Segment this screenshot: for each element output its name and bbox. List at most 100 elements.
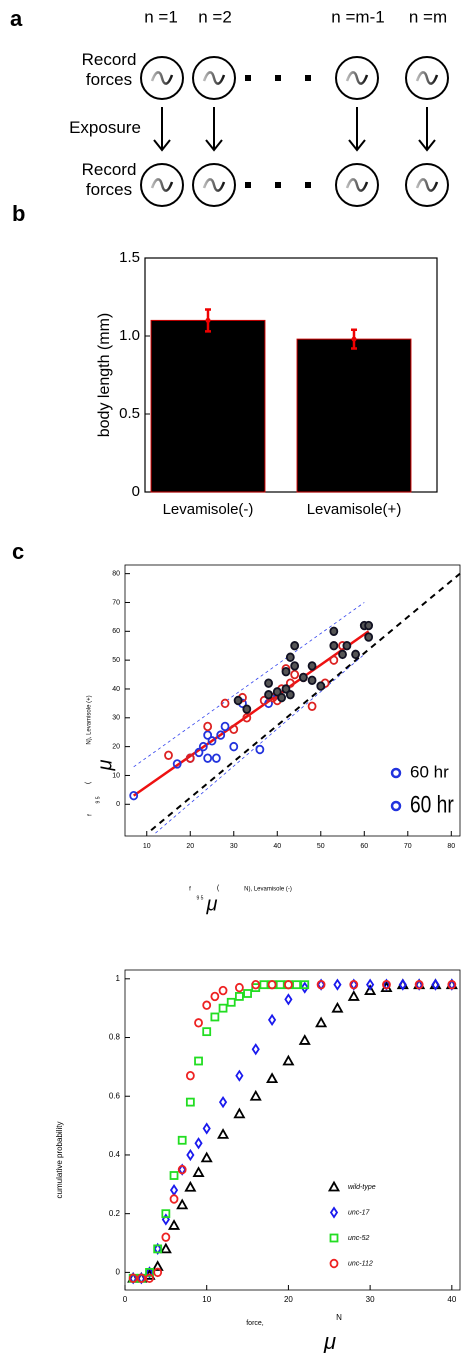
data-point (169, 1194, 179, 1204)
y-tick-label: 0.6 (109, 1091, 121, 1100)
panel-label: b (12, 201, 25, 226)
legend-marker (329, 1233, 339, 1243)
data-point (217, 1128, 230, 1139)
reference-line (150, 572, 461, 832)
data-point (284, 979, 293, 990)
column-label: n =m (409, 7, 447, 26)
data-point (338, 649, 347, 660)
y-axis-label: μ (94, 759, 116, 771)
column-label: n =2 (198, 7, 232, 26)
data-point (153, 1267, 163, 1278)
legend-marker (329, 1258, 339, 1269)
x-axis-label: μ (206, 893, 218, 915)
data-point (164, 750, 173, 760)
data-point (447, 979, 457, 990)
data-point (218, 1003, 228, 1013)
y-tick-label: 50 (112, 657, 120, 664)
x-tick-label: Levamisole(-) (163, 501, 254, 518)
data-point (259, 695, 269, 706)
data-point (329, 655, 339, 665)
legend-marker (390, 767, 402, 779)
data-point (161, 1232, 171, 1242)
legend-label: unc-17 (348, 1209, 371, 1216)
row-label: Record forces (81, 50, 137, 89)
error-center (351, 336, 357, 342)
reference-line (155, 654, 365, 834)
data-point (207, 736, 217, 746)
y-tick-label: 20 (112, 743, 120, 750)
data-point (202, 1122, 211, 1135)
data-point (267, 1013, 277, 1027)
x-tick-label: 10 (202, 1295, 211, 1304)
legend-label: 60 hr (410, 790, 454, 818)
data-point (285, 678, 295, 688)
data-point (333, 978, 342, 991)
data-point (229, 741, 239, 752)
data-point (351, 649, 360, 660)
data-point (307, 675, 317, 686)
plot-frame (124, 969, 461, 1291)
data-point (290, 661, 300, 671)
data-point (218, 985, 228, 996)
panel-label: c (12, 539, 24, 564)
y-tick-label: 0.4 (109, 1150, 121, 1159)
data-point (382, 979, 391, 990)
arrows (153, 107, 436, 152)
legend-marker (329, 1206, 339, 1219)
data-point (251, 983, 261, 993)
y-tick-label: 0.5 (119, 405, 140, 422)
data-point (177, 1164, 187, 1175)
y-tick-label: 60 (112, 628, 120, 635)
data-point (185, 1070, 195, 1081)
data-point (184, 1180, 197, 1192)
data-point (169, 1184, 179, 1197)
y-tick-label: 0 (132, 483, 140, 500)
data-point (200, 1151, 213, 1163)
data-point (145, 1273, 154, 1283)
column-labels: n =1 n =2 n =m-1 n =m (144, 7, 447, 26)
data-point (159, 1242, 172, 1254)
x-tick-label: 60 (360, 843, 368, 850)
data-point (220, 698, 230, 709)
data-point (128, 1273, 138, 1283)
data-point (167, 1219, 181, 1230)
x-tick-label: 40 (447, 1295, 456, 1304)
y-tick-label: 40 (112, 686, 120, 693)
y-axis-label: 9 5 (95, 796, 101, 803)
y-axis-label: cumulative probability (55, 1122, 64, 1199)
data-point (285, 690, 295, 700)
y-axis-label: f (88, 814, 94, 816)
plot-frame (144, 257, 438, 493)
data-point (177, 1135, 187, 1145)
data-point (366, 978, 375, 991)
data-point (233, 1107, 246, 1119)
data-point (298, 672, 308, 683)
data-point (185, 753, 195, 763)
data-point (281, 684, 291, 694)
data-point (176, 1198, 189, 1210)
data-point (255, 744, 265, 755)
x-axis-label: N (336, 1313, 342, 1322)
row-label: Record forces (81, 160, 137, 199)
data-point (151, 1260, 164, 1271)
x-axis-label: N), Levamisole (-) (244, 887, 292, 893)
y-tick-label: 0.8 (109, 1033, 121, 1042)
column-label: n =1 (144, 7, 178, 26)
data-point (161, 1209, 171, 1219)
bar (296, 338, 412, 493)
x-tick-label: 70 (404, 843, 412, 850)
x-tick-label: Levamisole(+) (307, 501, 402, 518)
ellipsis (245, 75, 311, 188)
data-point (266, 1072, 279, 1084)
y-tick-label: 0 (116, 801, 120, 808)
data-point (284, 993, 293, 1006)
x-tick-label: 40 (273, 843, 281, 850)
y-tick-label: 80 (112, 570, 120, 577)
data-point (229, 724, 239, 735)
data-point (218, 1095, 228, 1109)
data-point (264, 690, 273, 700)
y-tick-label: 10 (112, 772, 120, 779)
y-axis-label: N), Levamisole (+) (87, 695, 93, 744)
data-point (251, 1043, 260, 1056)
